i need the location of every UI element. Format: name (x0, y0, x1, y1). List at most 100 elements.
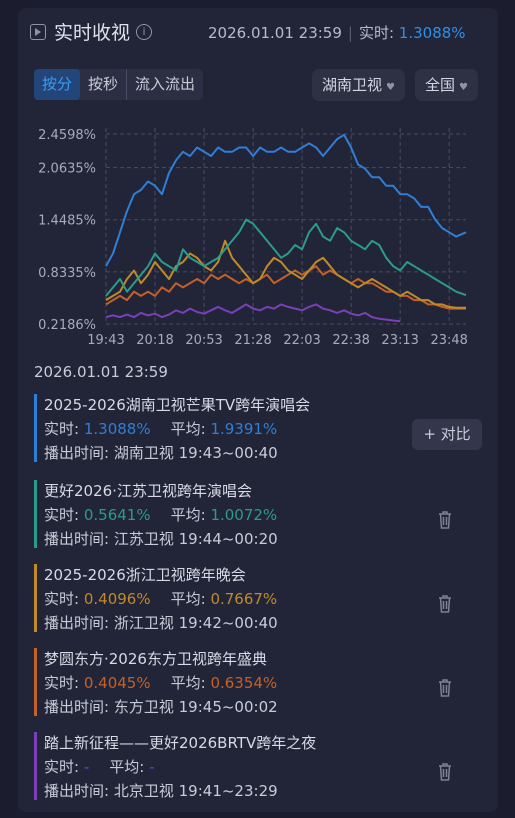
program-airtime: 播出时间: 浙江卫视 19:42~00:40 (44, 612, 278, 633)
header-datetime: 2026.01.01 23:59 (208, 24, 342, 42)
airtime-channel: 东方卫视 (113, 698, 174, 716)
x-tick-label: 22:03 (283, 333, 320, 348)
program-ratings: 实时: - 平均: - (44, 756, 155, 777)
info-icon[interactable]: i (136, 23, 153, 40)
program-ratings: 实时: 0.5641% 平均: 1.0072% (44, 504, 277, 525)
avg-value: 0.7667% (210, 590, 278, 608)
y-tick-label: 1.4485% (38, 214, 96, 229)
realtime-label: 实时: (44, 590, 80, 608)
airtime-range: 19:43~00:40 (178, 444, 278, 462)
x-tick-label: 20:18 (136, 333, 173, 348)
chevron-down-icon: ♥ (459, 82, 468, 93)
region-dropdown-value: 全国 (425, 76, 456, 94)
realtime-value: 0.4096% (83, 590, 151, 608)
program-item: 梦圆东方·2026东方卫视跨年盛典 实时: 0.4045% 平均: 0.6354%… (34, 648, 484, 722)
realtime-value: - (83, 758, 90, 776)
avg-label: 平均: (170, 506, 206, 524)
x-tick-label: 20:53 (185, 333, 222, 348)
realtime-ratings-panel: 实时收视 i 2026.01.01 23:59 | 实时: 1.3088% 按分 按… (18, 8, 498, 812)
airtime-channel: 江苏卫视 (113, 530, 174, 548)
program-item: 2025-2026浙江卫视跨年晚会 实时: 0.4096% 平均: 0.7667%… (34, 564, 484, 638)
program-airtime: 播出时间: 东方卫视 19:45~00:02 (44, 696, 278, 717)
series-color-bar (34, 394, 37, 462)
series-line (105, 265, 466, 310)
program-item: 踏上新征程——更好2026BRTV跨年之夜 实时: - 平均: - 播出时间: 北… (34, 732, 484, 806)
avg-label: 平均: (170, 420, 206, 438)
program-airtime: 播出时间: 北京卫视 19:41~23:29 (44, 780, 278, 801)
tab-by-minute[interactable]: 按分 (34, 69, 81, 100)
page-title: 实时收视 (54, 22, 131, 44)
airtime-range: 19:42~00:40 (178, 614, 278, 632)
trash-icon[interactable] (437, 678, 453, 698)
series-color-bar (34, 480, 37, 548)
airtime-range: 19:41~23:29 (178, 782, 278, 800)
airtime-channel: 北京卫视 (113, 782, 174, 800)
realtime-label: 实时: (44, 506, 80, 524)
series-color-bar (34, 648, 37, 716)
y-tick-label: 0.2186% (38, 318, 96, 333)
avg-value: - (149, 758, 155, 776)
y-tick-label: 0.8335% (38, 266, 96, 281)
program-ratings: 实时: 0.4045% 平均: 0.6354% (44, 672, 277, 693)
x-tick-label: 19:43 (87, 333, 124, 348)
series-line (105, 239, 466, 309)
program-airtime: 播出时间: 江苏卫视 19:44~00:20 (44, 528, 278, 549)
tv-play-icon (30, 23, 46, 40)
realtime-label: 实时: (44, 758, 80, 776)
realtime-value: 1.3088% (83, 420, 151, 438)
chevron-down-icon: ♥ (386, 82, 395, 93)
header-status: 2026.01.01 23:59 | 实时: 1.3088% (208, 22, 466, 43)
realtime-value: 0.5641% (83, 506, 151, 524)
program-title: 梦圆东方·2026东方卫视跨年盛典 (44, 650, 267, 668)
ratings-line-chart: 2.4598% 2.0635% 1.4485% 0.8335% 0.2186%19:43… (38, 128, 468, 348)
airtime-channel: 湖南卫视 (113, 444, 174, 462)
program-title: 2025-2026浙江卫视跨年晚会 (44, 566, 246, 584)
avg-value: 1.0072% (210, 506, 278, 524)
compare-button[interactable]: + 对比 (412, 419, 482, 450)
avg-value: 0.6354% (210, 674, 278, 692)
granularity-tabs: 按分 按秒 流入流出 (34, 69, 204, 100)
y-tick-label: 2.4598% (38, 128, 96, 143)
realtime-value: 0.4045% (83, 674, 151, 692)
trash-icon[interactable] (437, 510, 453, 530)
tab-by-second[interactable]: 按秒 (88, 75, 119, 93)
program-title: 更好2026·江苏卫视跨年演唱会 (44, 482, 252, 500)
x-tick-label: 21:28 (234, 333, 271, 348)
region-dropdown[interactable]: 全国 ♥ (415, 69, 478, 101)
airtime-label: 播出时间: (44, 530, 110, 548)
program-title: 2025-2026湖南卫视芒果TV跨年演唱会 (44, 396, 311, 414)
airtime-label: 播出时间: (44, 782, 110, 800)
airtime-label: 播出时间: (44, 698, 110, 716)
program-item: 更好2026·江苏卫视跨年演唱会 实时: 0.5641% 平均: 1.0072% … (34, 480, 484, 554)
header-separator: | (347, 24, 353, 42)
program-item: 2025-2026湖南卫视芒果TV跨年演唱会 实时: 1.3088% 平均: 1.… (34, 394, 484, 468)
trash-icon[interactable] (437, 594, 453, 614)
trash-icon[interactable] (437, 762, 453, 782)
header: 实时收视 i 2026.01.01 23:59 | 实时: 1.3088% (18, 8, 498, 56)
program-ratings: 实时: 0.4096% 平均: 0.7667% (44, 588, 277, 609)
channel-dropdown-value: 湖南卫视 (322, 76, 383, 94)
airtime-label: 播出时间: (44, 614, 110, 632)
y-tick-label: 2.0635% (38, 162, 96, 177)
header-realtime-value: 1.3088% (398, 24, 466, 42)
program-airtime: 播出时间: 湖南卫视 19:43~00:40 (44, 442, 278, 463)
realtime-label: 实时: (44, 420, 80, 438)
avg-label: 平均: (170, 674, 206, 692)
x-tick-label: 23:13 (381, 333, 418, 348)
title-wrap: 实时收视 i (30, 18, 153, 45)
avg-label: 平均: (109, 758, 145, 776)
tab-flow-in-out[interactable]: 流入流出 (126, 69, 203, 100)
series-line (105, 303, 401, 323)
realtime-label: 实时: (44, 674, 80, 692)
airtime-label: 播出时间: (44, 444, 110, 462)
series-color-bar (34, 732, 37, 800)
avg-value: 1.9391% (210, 420, 278, 438)
airtime-range: 19:45~00:02 (178, 698, 278, 716)
channel-dropdown[interactable]: 湖南卫视 ♥ (312, 69, 405, 101)
airtime-channel: 浙江卫视 (113, 614, 174, 632)
airtime-range: 19:44~00:20 (178, 530, 278, 548)
x-tick-label: 22:38 (332, 333, 369, 348)
snapshot-time: 2026.01.01 23:59 (34, 363, 168, 381)
program-title: 踏上新征程——更好2026BRTV跨年之夜 (44, 734, 317, 752)
header-realtime-label: 实时: (358, 24, 395, 42)
